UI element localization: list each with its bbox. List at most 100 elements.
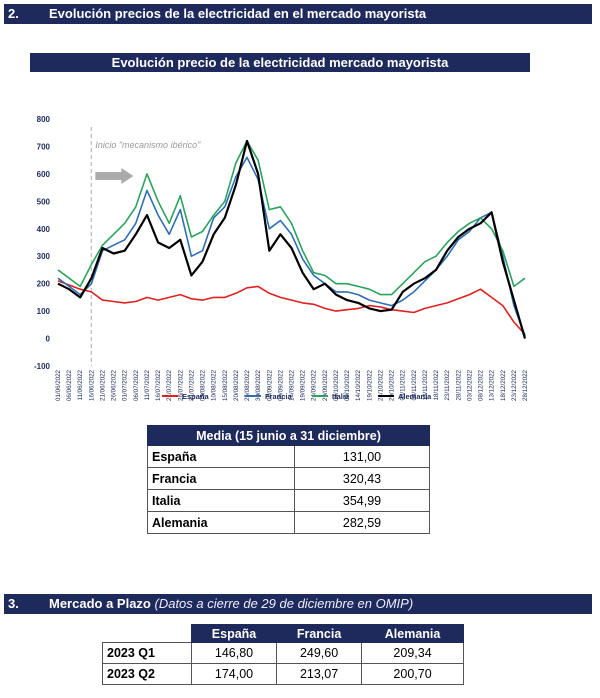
- column-header: España: [190, 624, 278, 643]
- x-tick-label: 11/07/2022: [144, 369, 151, 400]
- x-tick-label: 21/06/2022: [99, 369, 106, 401]
- table-row: Francia 320,43: [147, 467, 430, 490]
- x-tick-label: 05/08/2022: [200, 369, 207, 401]
- table-row: Italia 354,99: [147, 489, 430, 512]
- section-subtitle: (Datos a cierre de 29 de diciembre en OM…: [154, 596, 414, 611]
- x-tick-label: 15/08/2022: [222, 369, 229, 401]
- x-tick-label: 25/08/2022: [244, 369, 251, 401]
- x-tick-label: 21/07/2022: [166, 369, 173, 401]
- x-tick-label: 30/08/2022: [255, 369, 262, 401]
- y-tick-label: 800: [37, 115, 51, 124]
- forward-market-table: España Francia Alemania 2023 Q1 146,80 2…: [102, 624, 464, 685]
- column-header: Francia: [276, 624, 363, 643]
- average-price-table: Media (15 junio a 31 diciembre) España 1…: [147, 425, 430, 534]
- x-tick-label: 09/10/2022: [344, 369, 351, 401]
- table-row: España 131,00: [147, 445, 430, 468]
- x-tick-label: 26/06/2022: [111, 369, 118, 401]
- x-tick-label: 03/12/2022: [466, 369, 473, 401]
- x-tick-label: 16/06/2022: [88, 369, 95, 401]
- price-line-chart: -100 0 100 200 300 400 500 600 700 800 01/06/2022 0…: [34, 115, 529, 401]
- chart-title: Evolución precio de la electricidad merc…: [30, 53, 530, 72]
- section-3-header: 3. Mercado a Plazo (Datos a cierre de 29…: [4, 594, 592, 614]
- price-cell: 146,80: [190, 642, 278, 664]
- average-value: 354,99: [294, 489, 430, 512]
- x-tick-label: 18/11/2022: [433, 369, 440, 400]
- series-line-italia: [57, 140, 526, 296]
- y-tick-label: 300: [37, 252, 51, 261]
- x-tick-label: 19/09/2022: [300, 369, 307, 401]
- table-corner: [102, 624, 192, 643]
- x-tick-label: 06/06/2022: [66, 369, 73, 401]
- x-tick-label: 16/07/2022: [155, 369, 162, 401]
- x-tick-label: 24/09/2022: [311, 369, 318, 401]
- x-tick-label: 06/07/2022: [133, 369, 140, 401]
- x-tick-label: 13/12/2022: [489, 369, 496, 401]
- country-label: Alemania: [147, 511, 295, 534]
- average-value: 131,00: [294, 445, 430, 468]
- x-tick-label: 04/10/2022: [333, 369, 340, 401]
- x-tick-label: 08/11/2022: [411, 369, 418, 400]
- x-tick-label: 28/11/2022: [455, 369, 462, 400]
- y-tick-label: 500: [37, 197, 51, 206]
- series-line-españa: [57, 280, 526, 335]
- x-tick-label: 26/07/2022: [177, 369, 184, 401]
- x-tick-label: 29/10/2022: [389, 369, 396, 401]
- section-title: Mercado a Plazo (Datos a cierre de 29 de…: [49, 594, 413, 614]
- x-tick-label: 24/10/2022: [377, 369, 384, 401]
- section-title-text: Mercado a Plazo: [49, 596, 151, 611]
- x-tick-label: 29/09/2022: [322, 369, 329, 401]
- table-row: Alemania 282,59: [147, 511, 430, 534]
- country-label: Francia: [147, 467, 295, 490]
- x-tick-label: 11/06/2022: [77, 369, 84, 400]
- legend-label: España: [182, 392, 210, 401]
- section-2-header: 2. Evolución precios de la electricidad …: [4, 4, 592, 24]
- x-tick-label: 03/11/2022: [400, 369, 407, 400]
- series-line-alemania: [57, 139, 527, 339]
- x-tick-label: 10/08/2022: [211, 369, 218, 401]
- y-tick-label: 200: [37, 280, 51, 289]
- legend-label: Francia: [265, 392, 293, 401]
- average-table-header: Media (15 junio a 31 diciembre): [147, 425, 430, 446]
- x-tick-label: 09/09/2022: [277, 369, 284, 401]
- x-tick-label: 01/07/2022: [122, 369, 129, 401]
- price-cell: 249,60: [276, 642, 363, 664]
- country-label: España: [147, 445, 295, 468]
- y-tick-label: -100: [34, 362, 51, 371]
- annotation-label: Inicio "mecanismo ibérico": [95, 140, 201, 150]
- x-tick-label: 19/10/2022: [366, 369, 373, 401]
- y-tick-label: 0: [46, 335, 51, 344]
- x-tick-label: 20/08/2022: [233, 369, 240, 401]
- x-tick-label: 14/10/2022: [355, 369, 362, 401]
- section-title: Evolución precios de la electricidad en …: [49, 6, 427, 21]
- table-row: 2023 Q1 146,80 249,60 209,34: [102, 642, 464, 664]
- average-value: 320,43: [294, 467, 430, 490]
- x-tick-label: 23/11/2022: [444, 369, 451, 400]
- section-number: 3.: [8, 596, 19, 611]
- section-number: 2.: [8, 6, 19, 21]
- x-tick-label: 01/06/2022: [55, 369, 62, 401]
- x-tick-label: 13/11/2022: [422, 369, 429, 400]
- average-value: 282,59: [294, 511, 430, 534]
- x-tick-label: 18/12/2022: [500, 369, 507, 401]
- x-tick-label: 23/12/2022: [511, 369, 518, 401]
- quarter-label: 2023 Q2: [102, 663, 192, 685]
- quarter-label: 2023 Q1: [102, 642, 192, 664]
- column-header: Alemania: [361, 624, 464, 643]
- table-row: 2023 Q2 174,00 213,07 200,70: [102, 663, 464, 685]
- x-tick-label: 14/09/2022: [289, 369, 296, 401]
- y-tick-label: 700: [37, 142, 51, 151]
- x-tick-label: 08/12/2022: [478, 369, 485, 401]
- series-line-francia: [57, 156, 526, 337]
- x-tick-label: 31/07/2022: [188, 369, 195, 401]
- x-tick-label: 04/09/2022: [266, 369, 273, 401]
- legend-label: Italia: [332, 392, 350, 401]
- price-cell: 174,00: [190, 663, 278, 685]
- y-tick-label: 100: [37, 307, 51, 316]
- price-cell: 200,70: [361, 663, 464, 685]
- y-tick-label: 400: [37, 225, 51, 234]
- x-tick-label: 28/12/2022: [522, 369, 529, 401]
- y-tick-label: 600: [37, 170, 51, 179]
- price-cell: 213,07: [276, 663, 363, 685]
- price-cell: 209,34: [361, 642, 464, 664]
- country-label: Italia: [147, 489, 295, 512]
